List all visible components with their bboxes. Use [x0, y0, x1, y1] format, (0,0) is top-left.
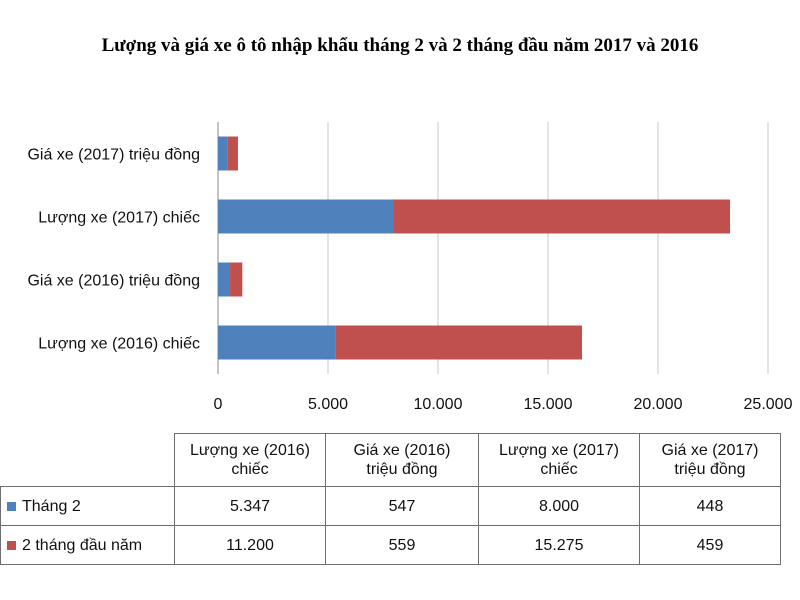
category-label: Lượng xe (2017) chiếc [38, 210, 200, 227]
bar-thang-2 [218, 199, 394, 234]
x-tick-label: 10.000 [414, 396, 463, 413]
bar-thang-2 [218, 136, 228, 171]
legend-swatch-series2 [7, 540, 16, 550]
x-tick-label: 25.000 [744, 396, 793, 413]
table-cell: 15.275 [478, 525, 640, 565]
x-tick-label: 5.000 [308, 396, 348, 413]
table-corner-cell [0, 433, 175, 487]
x-tick-label: 20.000 [634, 396, 683, 413]
category-label: Giá xe (2017) triệu đồng [27, 147, 200, 164]
table-header-cell: Giá xe (2016) triệu đồng [325, 433, 479, 487]
table-row: Tháng 2 5.347 547 8.000 448 [0, 486, 781, 526]
bar-2-thang-dau-nam [230, 262, 243, 297]
legend-swatch-series1 [7, 501, 16, 511]
header-text: Giá xe (2017) triệu đồng [661, 442, 759, 478]
table-cell: 8.000 [478, 486, 640, 526]
table-header-cell: Lượng xe (2017) chiếc [478, 433, 640, 487]
table-row: 2 tháng đầu năm 11.200 559 15.275 459 [0, 525, 781, 565]
table-cell: 547 [325, 486, 479, 526]
table-cell: 5.347 [174, 486, 326, 526]
data-table: Lượng xe (2016) chiếc Giá xe (2016) triệ… [0, 433, 781, 565]
bar-chart: 0 5.000 10.000 15.000 20.000 25.000 Lượng xe (… [27, 122, 793, 413]
category-label: Lượng xe (2016) chiếc [38, 336, 200, 353]
bar-thang-2 [218, 262, 231, 297]
row-header-thang-2: Tháng 2 [0, 486, 175, 526]
x-tick-label: 0 [214, 396, 223, 413]
table-header-row: Lượng xe (2016) chiếc Giá xe (2016) triệ… [0, 433, 781, 487]
header-text: Giá xe (2016) triệu đồng [353, 442, 451, 478]
x-tick-label: 15.000 [524, 396, 573, 413]
row-header-2-thang-dau-nam: 2 tháng đầu năm [0, 525, 175, 565]
chart-title: Lượng và giá xe ô tô nhập khẩu tháng 2 v… [101, 35, 699, 56]
table-cell: 459 [639, 525, 781, 565]
table-cell: 559 [325, 525, 479, 565]
row-label: 2 tháng đầu năm [22, 536, 143, 554]
table-header-cell: Lượng xe (2016) chiếc [174, 433, 326, 487]
header-text: Lượng xe (2017) chiếc [499, 442, 619, 478]
category-label: Giá xe (2016) triệu đồng [27, 273, 200, 290]
bar-2-thang-dau-nam [227, 136, 238, 171]
bar-thang-2 [218, 325, 336, 360]
table-cell: 448 [639, 486, 781, 526]
table-cell: 11.200 [174, 525, 326, 565]
header-text: Lượng xe (2016) chiếc [190, 442, 310, 478]
row-label: Tháng 2 [22, 497, 81, 515]
bar-2-thang-dau-nam [335, 325, 583, 360]
table-header-cell: Giá xe (2017) triệu đồng [639, 433, 781, 487]
bar-2-thang-dau-nam [394, 199, 731, 234]
